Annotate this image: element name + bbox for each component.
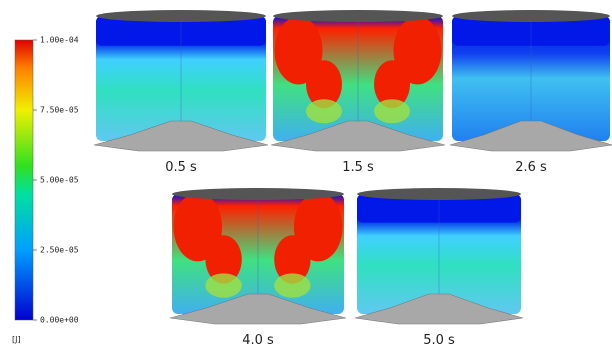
- panel: 5.0 s: [354, 188, 524, 348]
- top-cap: [357, 188, 521, 200]
- panel-label: 2.6 s: [515, 160, 547, 175]
- panel-label: 1.5 s: [342, 160, 374, 175]
- top-cap: [452, 10, 610, 22]
- top-cap: [96, 10, 266, 22]
- panel-label: 4.0 s: [242, 333, 274, 348]
- panel: 4.0 s: [169, 188, 347, 348]
- colorbar-tick-label: 0.00e+00: [40, 316, 79, 325]
- bottom-cone: [169, 293, 347, 325]
- bottom-cone: [93, 120, 269, 152]
- bottom-cone: [270, 120, 446, 152]
- colorbar-tick-label: 2.50e-05: [40, 246, 79, 255]
- top-cap: [273, 10, 443, 22]
- high-energy-region: [274, 16, 323, 85]
- panel: 2.6 s: [449, 10, 612, 175]
- high-energy-region: [205, 235, 242, 284]
- mid-energy-region: [274, 273, 311, 298]
- panel: 0.5 s: [93, 10, 269, 175]
- high-energy-region: [393, 16, 442, 85]
- bottom-cone: [354, 293, 524, 325]
- high-energy-region: [306, 60, 342, 109]
- colorbar: [14, 39, 34, 321]
- high-energy-region: [374, 60, 410, 109]
- mid-energy-region: [306, 99, 342, 124]
- high-energy-region: [274, 235, 311, 284]
- top-cap: [172, 188, 344, 200]
- mid-energy-region: [205, 273, 242, 298]
- bottom-cone: [449, 120, 612, 152]
- colorbar-tick-label: 7.50e-05: [40, 106, 79, 115]
- mid-energy-region: [374, 99, 410, 124]
- panel-label: 0.5 s: [165, 160, 197, 175]
- panel: 1.5 s: [270, 10, 446, 175]
- colorbar-tick-label: 5.00e-05: [40, 176, 79, 185]
- colorbar-unit: [J]: [12, 335, 21, 344]
- colorbar-tick-label: 1.00e-04: [40, 36, 79, 45]
- panel-label: 5.0 s: [423, 333, 455, 348]
